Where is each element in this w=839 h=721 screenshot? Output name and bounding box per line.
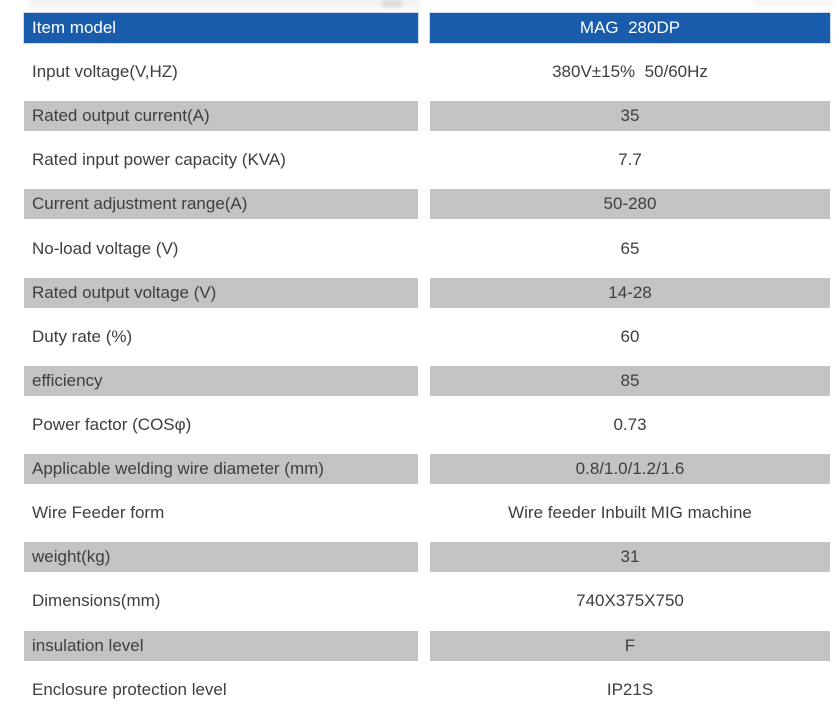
photo-remnant-left — [30, 0, 420, 12]
spec-row: Rated output voltage (V) 14-28 — [24, 277, 830, 322]
spec-value: F — [430, 630, 830, 661]
spec-value: 31 — [430, 542, 830, 573]
spec-header-value: MAG 280DP — [430, 13, 830, 43]
spec-value: 14-28 — [430, 277, 830, 308]
spec-row: Rated input power capacity (KVA) 7.7 — [24, 145, 830, 189]
spec-value: 85 — [430, 365, 830, 396]
spec-value: 7.7 — [618, 150, 642, 170]
spec-label: Applicable welding wire diameter (mm) — [24, 454, 418, 485]
spec-label: Power factor (COSφ) — [32, 414, 192, 434]
spec-label: efficiency — [24, 365, 418, 396]
spec-row: Rated output current(A) 35 — [24, 101, 830, 145]
spec-label: Rated output current(A) — [24, 101, 418, 132]
spec-row: efficiency 85 — [24, 365, 830, 410]
spec-label: Input voltage(V,HZ) — [32, 62, 178, 82]
spec-row: No-load voltage (V) 65 — [24, 234, 830, 278]
spec-header-row: Item model MAG 280DP — [24, 13, 830, 57]
spec-row: Power factor (COSφ) 0.73 — [24, 410, 830, 454]
spec-label: Duty rate (%) — [32, 326, 133, 346]
spec-row: insulation level F — [24, 630, 830, 675]
spec-label: Enclosure protection level — [32, 679, 227, 699]
spec-label: weight(kg) — [24, 542, 418, 573]
spec-label: insulation level — [24, 630, 418, 661]
spec-row: Current adjustment range(A) 50-280 — [24, 189, 830, 233]
spec-row: Input voltage(V,HZ) 380V±15% 50/60Hz — [24, 57, 830, 101]
spec-value: 60 — [620, 326, 640, 346]
spec-rows: Input voltage(V,HZ) 380V±15% 50/60Hz Rat… — [24, 57, 830, 719]
photo-remnant-notch — [382, 0, 402, 7]
spec-value: 0.73 — [613, 414, 647, 434]
spec-value: 0.8/1.0/1.2/1.6 — [430, 454, 830, 485]
spec-label: Current adjustment range(A) — [24, 189, 418, 220]
spec-row: Enclosure protection level IP21S — [24, 675, 830, 719]
spec-value: Wire feeder Inbuilt MIG machine — [508, 503, 752, 523]
spec-value: 35 — [430, 101, 830, 132]
spec-label: Rated input power capacity (KVA) — [32, 150, 286, 170]
spec-label: No-load voltage (V) — [32, 238, 179, 258]
spec-value: IP21S — [606, 679, 654, 699]
spec-table: Item model MAG 280DP Input voltage(V,HZ)… — [24, 13, 830, 719]
spec-row: Wire Feeder form Wire feeder Inbuilt MIG… — [24, 498, 830, 542]
photo-remnant-right — [753, 0, 835, 9]
spec-label: Dimensions(mm) — [32, 591, 161, 611]
spec-value: 65 — [620, 238, 640, 258]
spec-label: Wire Feeder form — [32, 503, 165, 523]
spec-row: Duty rate (%) 60 — [24, 322, 830, 366]
spec-value: 380V±15% 50/60Hz — [552, 62, 708, 82]
spec-header-label: Item model — [24, 13, 418, 43]
spec-row: Applicable welding wire diameter (mm) 0.… — [24, 454, 830, 498]
spec-row: Dimensions(mm) 740X375X750 — [24, 586, 830, 630]
spec-value: 740X375X750 — [576, 591, 684, 611]
spec-value: 50-280 — [430, 189, 830, 220]
spec-row: weight(kg) 31 — [24, 542, 830, 586]
spec-label: Rated output voltage (V) — [24, 277, 418, 308]
